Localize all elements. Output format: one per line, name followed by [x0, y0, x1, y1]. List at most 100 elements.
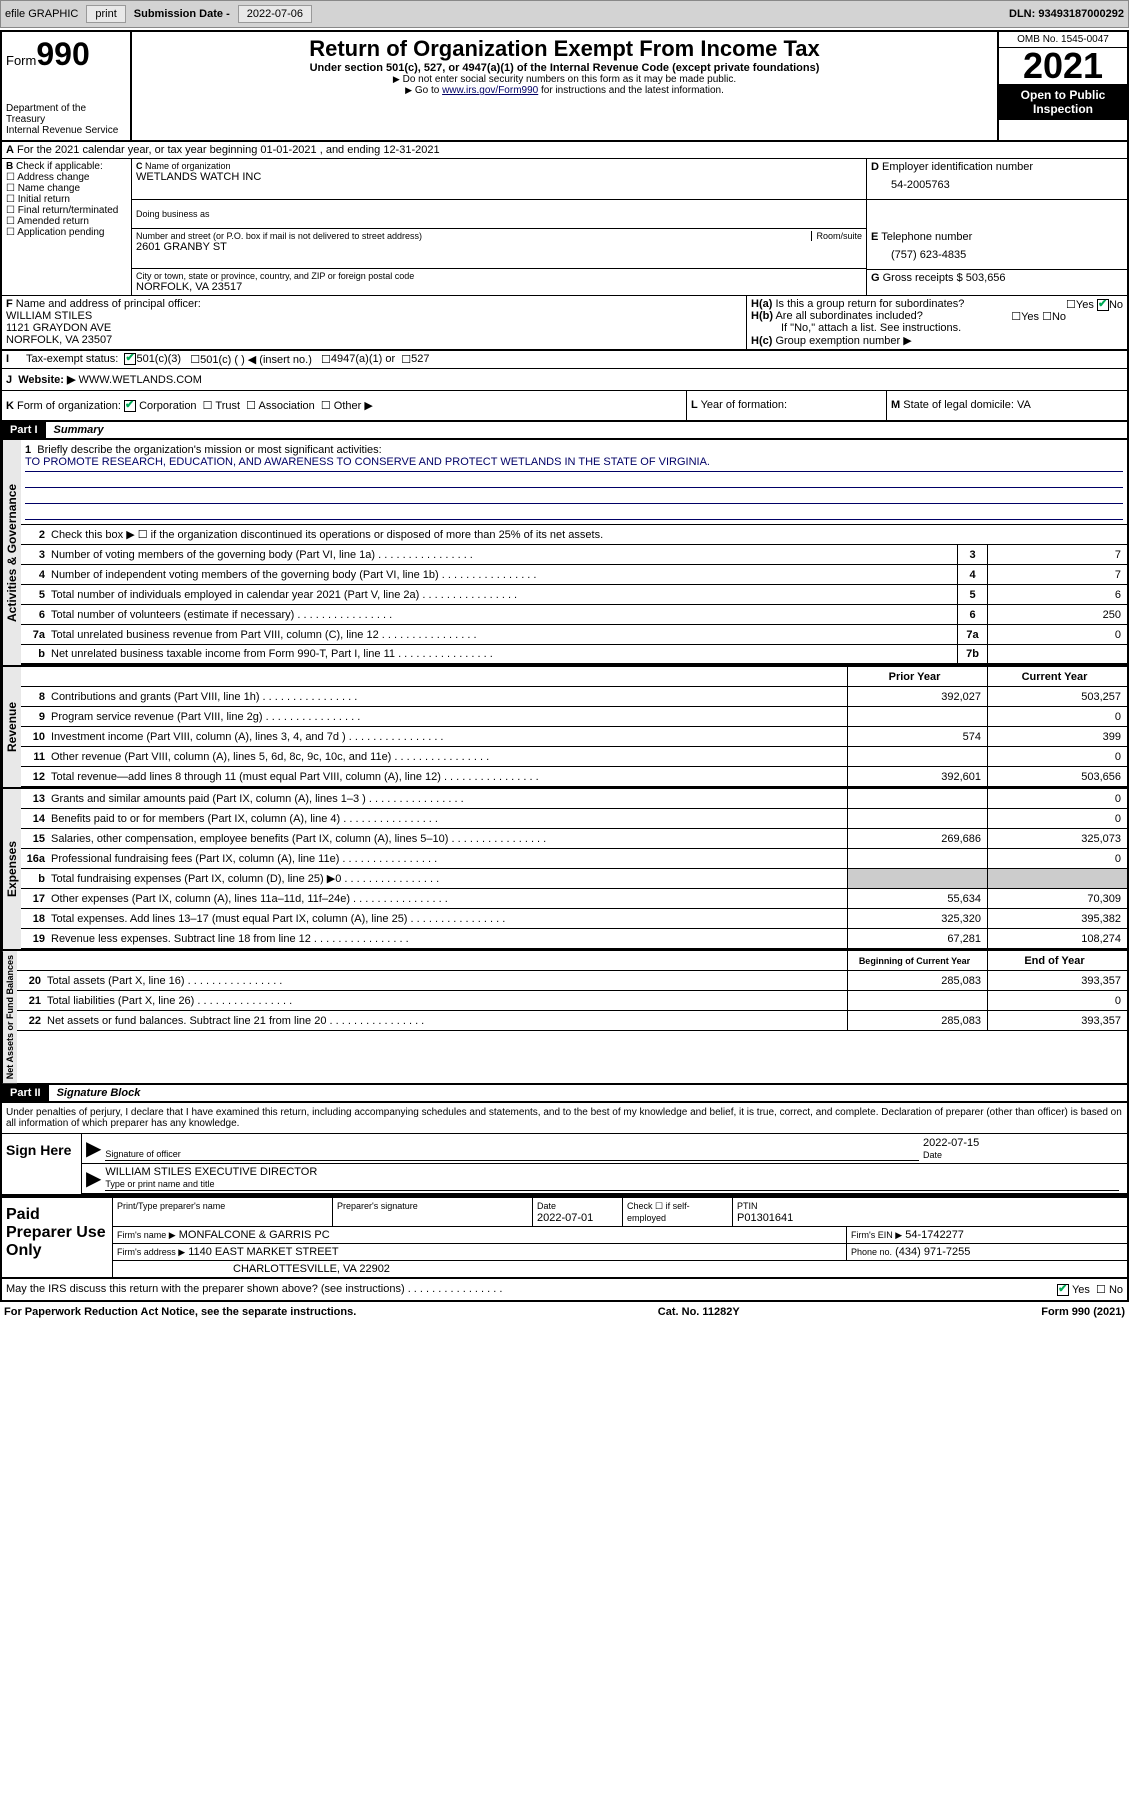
chk-name[interactable]: ☐ Name change — [6, 183, 127, 194]
sig-line-2: ▶ WILLIAM STILES EXECUTIVE DIRECTORType … — [82, 1164, 1127, 1194]
header-left: Form990 Department of the Treasury Inter… — [2, 32, 132, 140]
prep-row-2: Firm's name ▶ MONFALCONE & GARRIS PC Fir… — [113, 1227, 1127, 1244]
line-18: 18 Total expenses. Add lines 13–17 (must… — [21, 909, 1127, 929]
chk-initial[interactable]: ☐ Initial return — [6, 194, 127, 205]
tax-year: 2021 — [999, 48, 1127, 84]
side-expenses: Expenses — [2, 789, 21, 949]
sig-line-1: ▶ Signature of officer 2022-07-15Date — [82, 1134, 1127, 1164]
city-label: City or town, state or province, country… — [136, 271, 862, 281]
chk-pending[interactable]: ☐ Application pending — [6, 227, 127, 238]
col-g: G Gross receipts $ 503,656 — [867, 269, 1127, 295]
section-j: J Website: ▶ WWW.WETLANDS.COM — [2, 369, 1127, 391]
line-12: 12 Total revenue—add lines 8 through 11 … — [21, 767, 1127, 787]
line-b: b Total fundraising expenses (Part IX, c… — [21, 869, 1127, 889]
b-label: Check if applicable: — [16, 161, 103, 172]
efile-label: efile GRAPHIC — [5, 8, 78, 20]
col-h: H(a) Is this a group return for subordin… — [747, 296, 1127, 349]
line-4: 4 Number of independent voting members o… — [21, 565, 1127, 585]
note1-text: Do not enter social security numbers on … — [403, 74, 736, 85]
boy-header: Beginning of Current Year — [847, 951, 987, 970]
part1-header: Part I Summary — [2, 422, 1127, 440]
header-right: OMB No. 1545-0047 2021 Open to Public In… — [997, 32, 1127, 140]
prior-year-header: Prior Year — [847, 667, 987, 686]
section-fh: F Name and address of principal officer:… — [2, 296, 1127, 350]
sig-officer-label: Signature of officer — [105, 1149, 180, 1159]
discuss-text: May the IRS discuss this return with the… — [6, 1283, 502, 1296]
line-16a: 16a Professional fundraising fees (Part … — [21, 849, 1127, 869]
toolbar: efile GRAPHIC print Submission Date - 20… — [0, 0, 1129, 28]
line-b: b Net unrelated business taxable income … — [21, 645, 1127, 665]
addr-label: Number and street (or P.O. box if mail i… — [136, 231, 811, 241]
part2-title: Signature Block — [49, 1085, 149, 1101]
col-f: F Name and address of principal officer:… — [2, 296, 747, 349]
side-net: Net Assets or Fund Balances — [2, 951, 17, 1083]
ein-value: 54-2005763 — [871, 173, 1123, 197]
website-value: WWW.WETLANDS.COM — [78, 374, 201, 386]
irs-link[interactable]: www.irs.gov/Form990 — [442, 85, 538, 96]
line-21: 21 Total liabilities (Part X, line 26) 0 — [17, 991, 1127, 1011]
print-button[interactable]: print — [86, 5, 125, 23]
firm-addr-label: Firm's address ▶ — [117, 1247, 185, 1257]
sig-name: WILLIAM STILES EXECUTIVE DIRECTOR — [105, 1166, 317, 1178]
e-label: Telephone number — [881, 231, 972, 243]
current-year-header: Current Year — [987, 667, 1127, 686]
line-a: A For the 2021 calendar year, or tax yea… — [2, 142, 1127, 159]
mission-text: TO PROMOTE RESEARCH, EDUCATION, AND AWAR… — [25, 456, 1123, 472]
dba-box: Doing business as — [132, 200, 867, 229]
line-9: 9 Program service revenue (Part VIII, li… — [21, 707, 1127, 727]
city-value: NORFOLK, VA 23517 — [136, 281, 862, 293]
chk-corp[interactable] — [124, 400, 136, 412]
firm-phone: (434) 971-7255 — [895, 1246, 970, 1258]
col-d-spacer — [867, 200, 1127, 229]
section-i: I Tax-exempt status: 501(c)(3) ☐ 501(c) … — [2, 350, 1127, 369]
discuss-yes[interactable] — [1057, 1284, 1069, 1296]
page-footer: For Paperwork Reduction Act Notice, see … — [0, 1302, 1129, 1322]
prep-h2: Preparer's signature — [337, 1201, 418, 1211]
form-ref: Form 990 (2021) — [1041, 1306, 1125, 1318]
ha-label: Is this a group return for subordinates? — [775, 298, 964, 310]
expenses-section: Expenses 13 Grants and similar amounts p… — [2, 787, 1127, 949]
form-num: 990 — [36, 36, 89, 72]
ha-no-checkbox[interactable] — [1097, 299, 1109, 311]
org-name: WETLANDS WATCH INC — [136, 171, 862, 183]
irs-label: Internal Revenue Service — [6, 125, 126, 136]
chk-501c3[interactable] — [124, 353, 136, 365]
street-value: 2601 GRANBY ST — [136, 241, 862, 253]
firm-label: Firm's name ▶ — [117, 1230, 176, 1240]
mission-blank2 — [25, 488, 1123, 504]
note-link: Go to www.irs.gov/Form990 for instructio… — [136, 85, 993, 96]
section-bcdefg: B Check if applicable: ☐ Address change … — [2, 159, 1127, 296]
line-7a: 7a Total unrelated business revenue from… — [21, 625, 1127, 645]
prep-ptin: P01301641 — [737, 1212, 793, 1224]
col-d: D Employer identification number 54-2005… — [867, 159, 1127, 200]
prep-h3: Date — [537, 1201, 556, 1211]
line-20: 20 Total assets (Part X, line 16) 285,08… — [17, 971, 1127, 991]
f-label: Name and address of principal officer: — [16, 298, 201, 310]
line-15: 15 Salaries, other compensation, employe… — [21, 829, 1127, 849]
ein-label: Firm's EIN ▶ — [851, 1230, 902, 1240]
prep-row-1: Print/Type preparer's name Preparer's si… — [113, 1198, 1127, 1227]
prep-h5: PTIN — [737, 1201, 758, 1211]
line-6: 6 Total number of volunteers (estimate i… — [21, 605, 1127, 625]
governance-section: Activities & Governance 1 Briefly descri… — [2, 440, 1127, 665]
prep-h4: Check ☐ if self-employed — [627, 1201, 690, 1223]
line-22: 22 Net assets or fund balances. Subtract… — [17, 1011, 1127, 1031]
chk-final[interactable]: ☐ Final return/terminated — [6, 205, 127, 216]
part2-header: Part II Signature Block — [2, 1085, 1127, 1103]
chk-address[interactable]: ☐ Address change — [6, 172, 127, 183]
line-8: 8 Contributions and grants (Part VIII, l… — [21, 687, 1127, 707]
col-header-row: Prior Year Current Year — [21, 667, 1127, 687]
inspection-badge: Open to Public Inspection — [999, 84, 1127, 120]
side-governance: Activities & Governance — [2, 440, 21, 665]
i-label: Tax-exempt status: — [26, 353, 118, 366]
side-revenue: Revenue — [2, 667, 21, 787]
col-e: E Telephone number (757) 623-4835 — [867, 229, 1127, 269]
submission-date[interactable]: 2022-07-06 — [238, 5, 312, 23]
gross-receipts: 503,656 — [966, 272, 1006, 284]
line-2: 2Check this box ▶ ☐ if the organization … — [21, 525, 1127, 545]
prep-row-3: Firm's address ▶ 1140 EAST MARKET STREET… — [113, 1244, 1127, 1261]
header-center: Return of Organization Exempt From Incom… — [132, 32, 997, 140]
firm-name: MONFALCONE & GARRIS PC — [179, 1229, 330, 1241]
chk-amended[interactable]: ☐ Amended return — [6, 216, 127, 227]
mission-blank1 — [25, 472, 1123, 488]
